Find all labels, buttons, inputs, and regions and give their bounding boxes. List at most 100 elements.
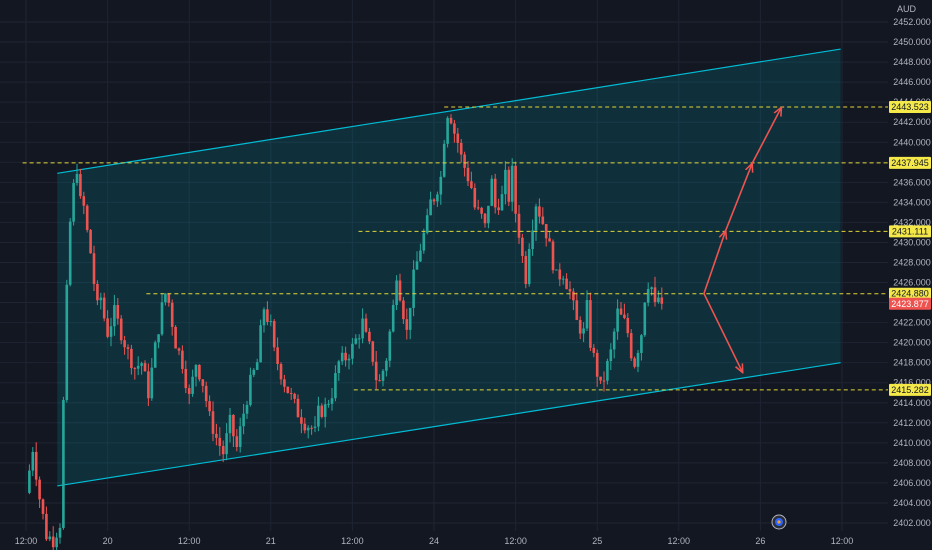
price-level-badge [889,383,931,396]
price-tick-label: 2426.000 [893,278,931,288]
time-tick-label: 12:00 [341,536,364,546]
price-axis-panel[interactable] [888,0,932,550]
candle-body [62,399,65,528]
tradingview-logo-icon[interactable] [771,514,787,530]
candle-body [524,256,528,285]
candle-body [317,405,320,427]
candle-body [184,368,188,389]
candle-body [323,404,327,417]
candle-body [235,436,239,447]
candle-body [470,181,473,188]
candle-body [534,206,538,231]
candle-body [245,404,249,414]
candle-body [493,178,497,208]
candle-body [143,363,147,372]
parallel-channel[interactable] [57,48,841,487]
candle-body [334,373,337,399]
candle-body [147,371,150,399]
price-tick-label: 2422.000 [893,318,931,328]
price-tick-label: 2432.000 [893,217,931,227]
candle-body [347,358,351,361]
candle-body [385,360,388,371]
candle-body [476,207,480,209]
candle-body [551,241,555,271]
candle-body [473,187,477,208]
candle-body [310,427,313,429]
candle-body [361,318,364,339]
candle-body [582,328,585,334]
candle-body [320,405,324,417]
candle-body [75,174,79,183]
candle-body [194,364,198,377]
price-tick-label: 2440.000 [893,137,931,147]
projection-arrow[interactable] [751,107,781,164]
candle-body [527,249,531,285]
price-level-lines[interactable] [22,106,888,391]
candle-body [432,199,436,202]
candle-body [167,293,171,303]
candle-body [41,499,45,514]
projection-arrow[interactable] [703,230,726,294]
candle-body [412,269,415,308]
candle-body [92,253,96,284]
candle-body [578,319,582,334]
candle-body [466,167,470,182]
grid-lines [0,0,888,531]
candle-body [521,237,524,257]
candle-body [592,347,596,353]
candle-body [381,370,385,381]
candle-body [575,300,579,320]
time-axis[interactable]: 12:00 20 12:00 21 12:00 24 12:00 25 12:00 26 12:00 [15,536,854,546]
candle-body [538,206,541,217]
candle-body [99,297,103,301]
candle-body [170,302,174,327]
candle-body [96,283,99,301]
candle-body [398,280,402,301]
candle-body [276,347,279,365]
candle-body [109,326,113,337]
candle-body [449,117,453,124]
price-tick-label: 2420.000 [893,338,931,348]
projection-arrow[interactable] [703,293,743,373]
price-tick-label: 2436.000 [893,177,931,187]
candle-body [58,527,62,538]
candle-body [262,309,266,326]
candle-body [612,331,616,350]
candle-body [55,537,58,548]
candle-body [283,379,286,387]
candle-body [368,331,371,342]
candle-body [133,368,137,370]
time-tick-label: 24 [429,536,439,546]
candle-body [568,289,572,292]
candle-body [405,319,409,330]
currency-label: AUD [897,4,917,14]
candle-body [232,414,235,437]
candle-body [211,411,215,434]
candle-body [198,364,201,380]
candle-body [187,388,191,394]
channel-lower-line[interactable] [57,362,841,487]
candle-body [48,536,52,540]
price-tick-label: 2408.000 [893,458,931,468]
projection-arrow[interactable] [724,163,753,231]
price-tick-label: 2414.000 [893,398,931,408]
price-tick-label: 2418.000 [893,358,931,368]
candle-body [140,363,143,366]
candle-body [446,117,449,144]
price-tick-label: 2450.000 [893,37,931,47]
price-level-badge-text: 2431.111 [892,226,928,236]
channel-upper-line[interactable] [57,48,841,174]
candle-body [507,169,511,202]
projection-arrows[interactable] [703,107,782,373]
time-tick-label: 12:00 [178,536,201,546]
candle-body [623,314,626,318]
candle-body [480,207,483,214]
candle-body [609,349,613,362]
candle-body [422,232,426,251]
candle-body [174,326,177,349]
candle-body [164,293,167,303]
time-tick-label: 25 [592,536,602,546]
candle-body [490,178,494,206]
